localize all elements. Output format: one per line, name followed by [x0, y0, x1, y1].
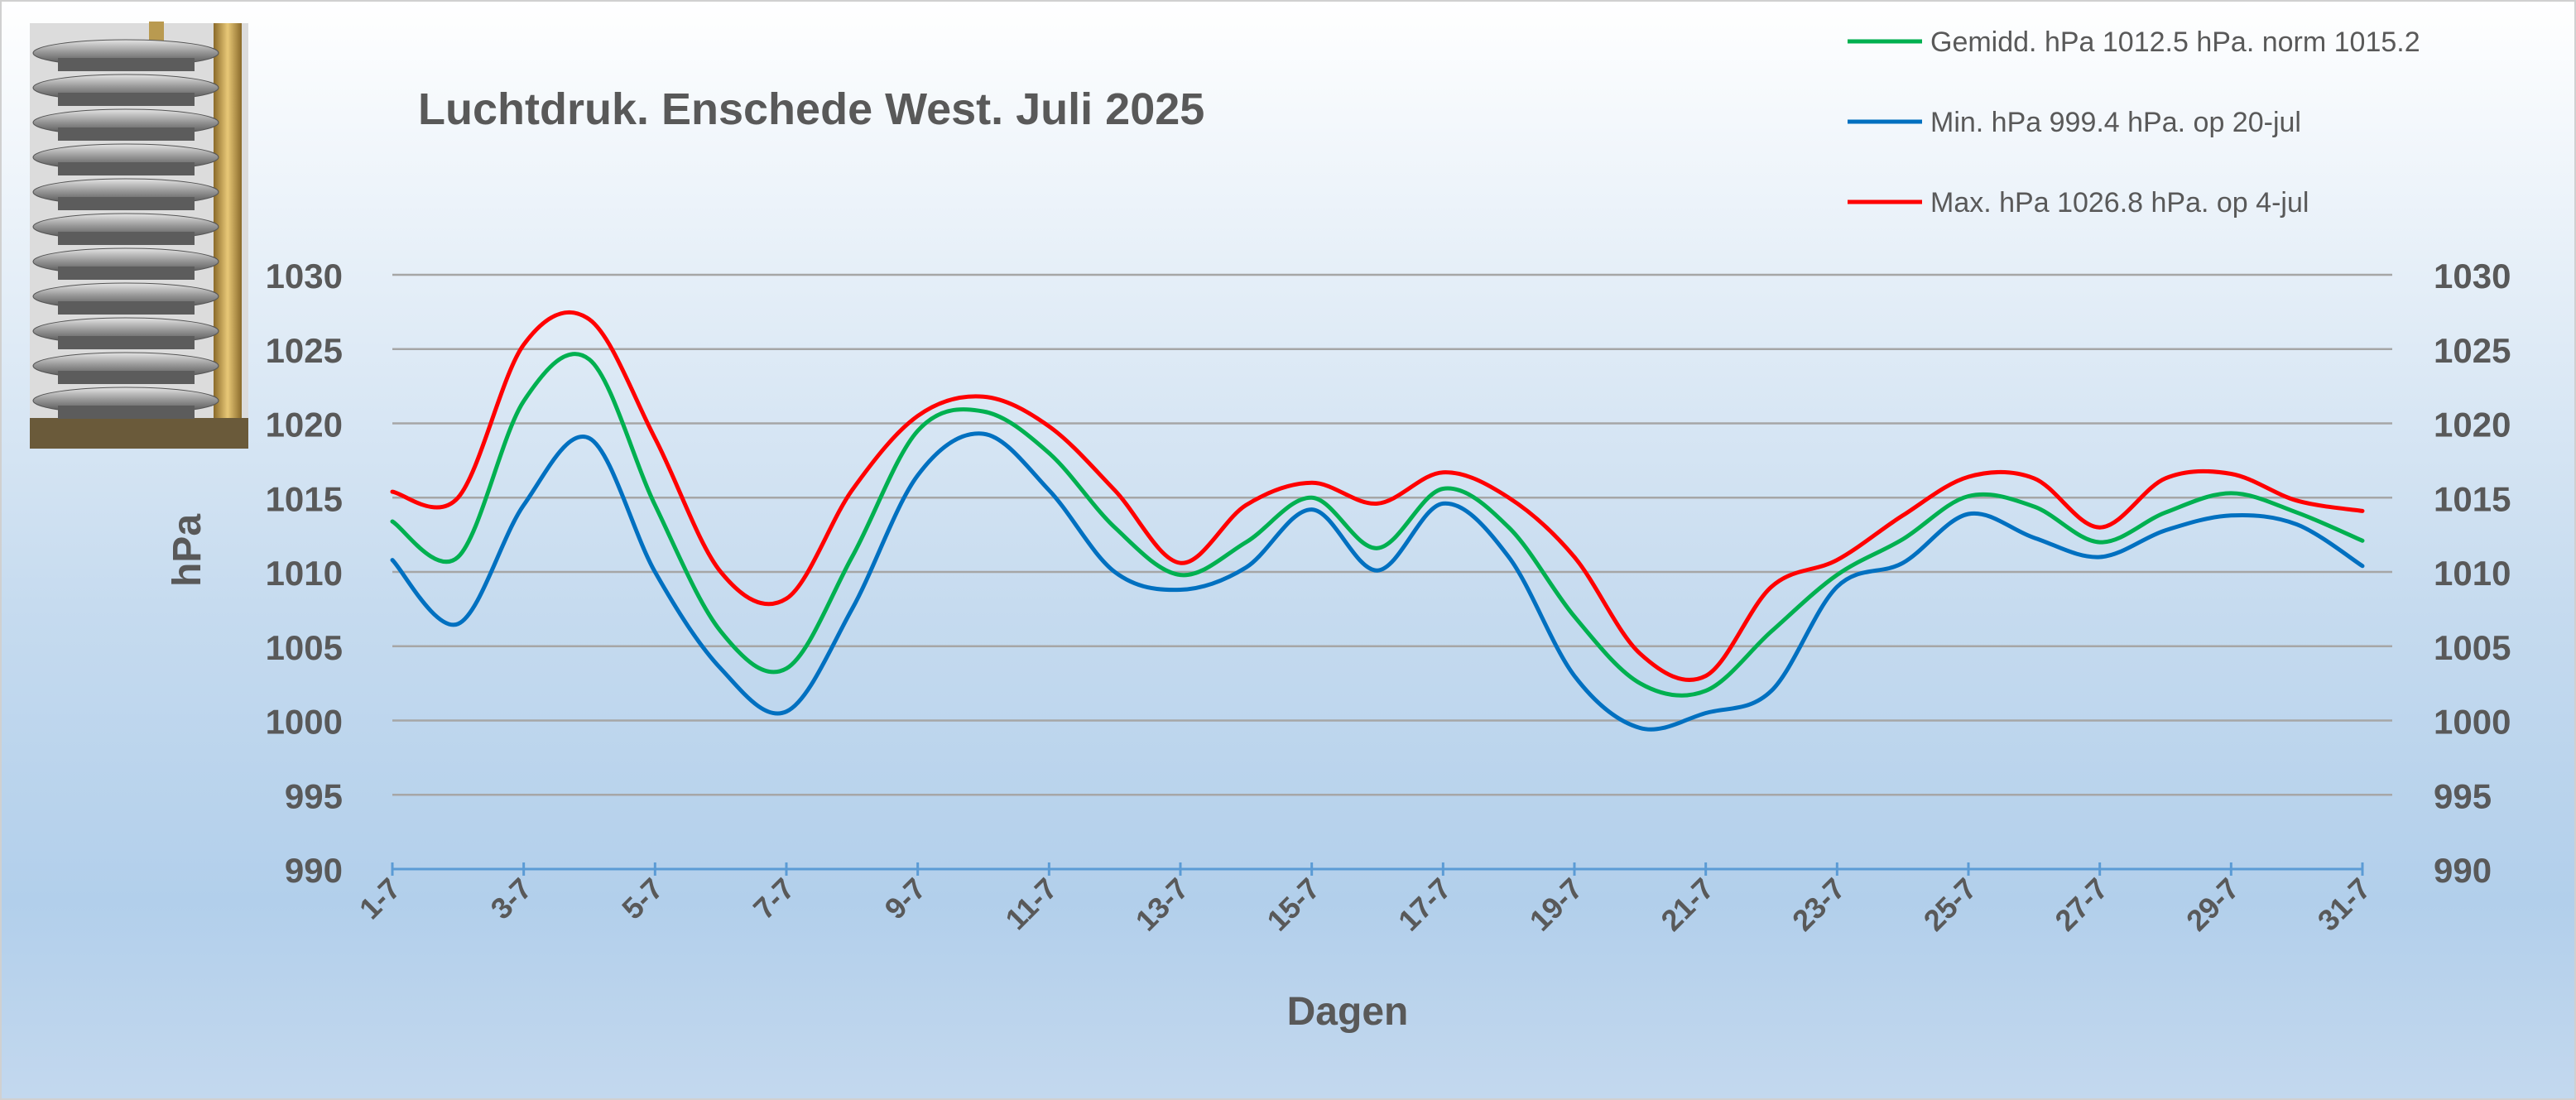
capsule-core — [58, 93, 195, 106]
y-tick-label-left: 1020 — [266, 406, 343, 444]
capsule-core — [58, 58, 195, 71]
series-line-minimum — [390, 431, 2365, 732]
y-tick-label-right: 1000 — [2434, 703, 2511, 742]
y-tick-label-right: 995 — [2434, 776, 2492, 815]
legend: Gemidd. hPa 1012.5 hPa. norm 1015.2 Min. … — [1848, 26, 2420, 219]
series-lines — [390, 310, 2365, 732]
y-axis-label: hPa — [166, 514, 209, 587]
barometer-capsule-photo — [30, 22, 248, 449]
y-tick-label-right: 1005 — [2434, 628, 2511, 667]
legend-label: Gemidd. hPa 1012.5 hPa. norm 1015.2 — [1930, 26, 2420, 58]
capsule-core — [58, 336, 195, 349]
y-tick-label-right: 1020 — [2434, 406, 2511, 444]
y-tick-label-left: 995 — [285, 776, 343, 815]
capsule-core — [58, 197, 195, 210]
y-tick-label-right: 1025 — [2434, 331, 2511, 370]
gridlines — [392, 273, 2392, 796]
x-axis — [391, 862, 2364, 876]
right-y-tick-labels: 990 995 1000 1005 1010 1015 1020 1025 1030 — [2434, 257, 2511, 890]
capsule-core — [58, 232, 195, 245]
y-tick-label-right: 1030 — [2434, 257, 2511, 295]
legend-label: Min. hPa 999.4 hPa. op 20-jul — [1930, 107, 2301, 138]
capsule-core — [58, 127, 195, 141]
y-tick-label-right: 990 — [2434, 851, 2492, 890]
capsule-core — [58, 406, 195, 419]
y-tick-label-left: 1015 — [266, 479, 343, 518]
y-tick-label-left: 1025 — [266, 331, 343, 370]
capsule-core — [58, 371, 195, 384]
capsule-core — [58, 162, 195, 175]
series-line-average — [390, 352, 2365, 698]
y-tick-label-right: 1010 — [2434, 554, 2511, 593]
legend-entry-average: Gemidd. hPa 1012.5 hPa. norm 1015.2 — [1848, 26, 2420, 58]
series-line-maximum — [390, 310, 2365, 682]
capsule-core — [58, 267, 195, 280]
y-tick-label-left: 990 — [285, 851, 343, 890]
y-tick-label-right: 1015 — [2434, 479, 2511, 518]
y-tick-label-left: 1030 — [266, 257, 343, 295]
left-y-tick-labels: 990 995 1000 1005 1010 1015 1020 1025 1030 — [266, 257, 343, 890]
y-tick-label-left: 1005 — [266, 628, 343, 667]
x-axis-label: Dagen — [1287, 990, 1409, 1034]
y-tick-label-left: 1010 — [266, 554, 343, 593]
legend-label: Max. hPa 1026.8 hPa. op 4-jul — [1930, 187, 2309, 219]
legend-entry-maximum: Max. hPa 1026.8 hPa. op 4-jul — [1848, 187, 2309, 219]
y-tick-label-left: 1000 — [266, 703, 343, 742]
capsule-core — [58, 301, 195, 315]
chart-title: Luchtdruk. Enschede West. Juli 2025 — [418, 84, 1204, 134]
legend-entry-minimum: Min. hPa 999.4 hPa. op 20-jul — [1848, 107, 2301, 138]
